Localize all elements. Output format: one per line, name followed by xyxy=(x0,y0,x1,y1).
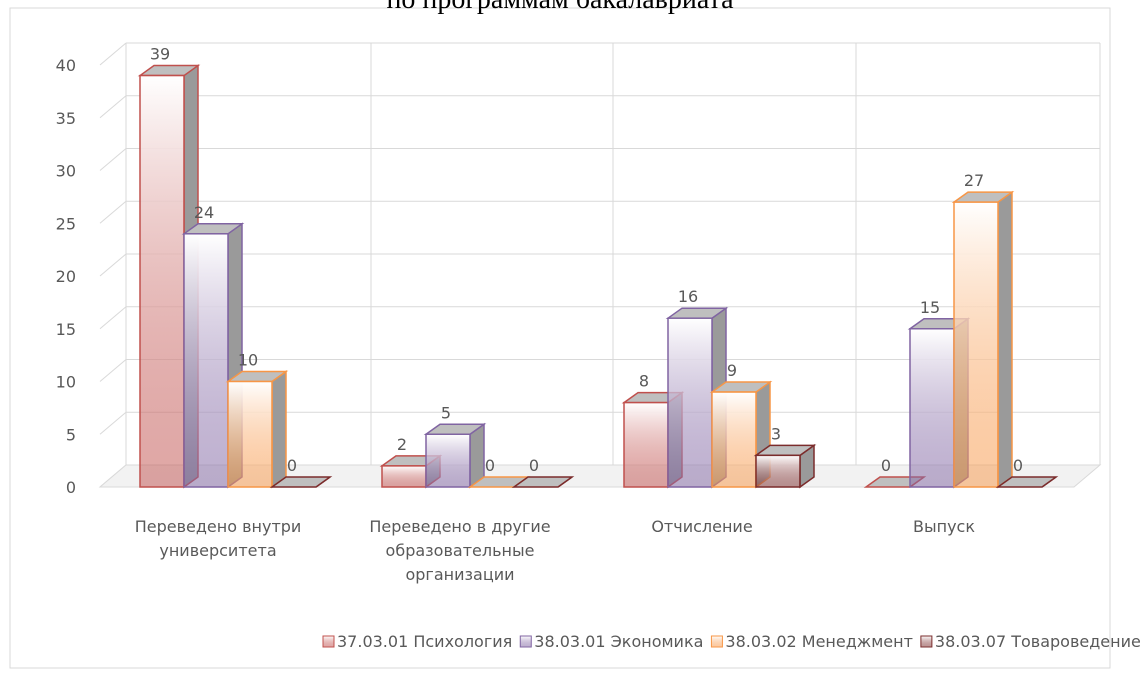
y-tick-label: 25 xyxy=(56,214,76,233)
bar-front xyxy=(425,433,471,488)
bar-front xyxy=(227,380,273,488)
bar-front xyxy=(909,328,955,488)
value-label: 27 xyxy=(964,171,984,190)
grid-line xyxy=(99,148,127,171)
y-tick-label: 0 xyxy=(66,478,76,497)
bar-front xyxy=(623,401,669,488)
legend-label: 38.03.02 Менеджмент xyxy=(725,632,912,651)
value-label: 0 xyxy=(529,456,539,475)
bar-front xyxy=(667,317,713,488)
bar xyxy=(423,422,487,489)
chart-title: по программам бакалавриата xyxy=(386,0,734,15)
bar-side xyxy=(271,370,287,489)
x-tick-label: Переведено внутри университета xyxy=(135,517,302,560)
grid-line xyxy=(99,42,127,66)
value-label: 0 xyxy=(287,456,297,475)
grid-line xyxy=(99,253,127,277)
bar xyxy=(225,370,289,489)
grid-line xyxy=(99,200,127,224)
bar xyxy=(753,443,817,489)
bar-top xyxy=(995,476,1059,488)
y-tick-label: 15 xyxy=(56,320,76,339)
bar-front xyxy=(381,465,427,488)
value-label: 24 xyxy=(194,203,214,222)
y-tick-label: 10 xyxy=(56,373,76,392)
legend-swatch xyxy=(710,635,723,648)
x-tick-label: Отчисление xyxy=(651,517,752,536)
bar xyxy=(511,476,575,488)
bar-top xyxy=(511,476,575,488)
legend-swatch xyxy=(519,635,532,648)
grid-line xyxy=(99,306,127,330)
value-label: 0 xyxy=(1013,456,1023,475)
value-label: 8 xyxy=(639,372,649,391)
value-label: 10 xyxy=(238,351,258,370)
legend-label: 38.03.07 Товароведение xyxy=(935,632,1141,651)
bar-front xyxy=(183,233,229,488)
y-tick-label: 35 xyxy=(56,109,76,128)
y-tick-label: 5 xyxy=(66,425,76,444)
grid-line xyxy=(99,359,127,382)
legend-label: 38.03.01 Экономика xyxy=(534,632,703,651)
x-tick-label: Выпуск xyxy=(913,517,975,536)
value-label: 3 xyxy=(771,424,781,443)
legend-swatch xyxy=(322,635,335,648)
value-label: 16 xyxy=(678,287,698,306)
grid-line xyxy=(99,95,127,119)
value-label: 0 xyxy=(485,456,495,475)
bar-side xyxy=(997,190,1013,489)
bar xyxy=(995,476,1059,488)
bar-front xyxy=(755,454,801,488)
bar-top xyxy=(269,476,333,488)
x-tick-label: Переведено в другие образовательные органи… xyxy=(369,517,550,584)
bar-front xyxy=(711,391,757,488)
value-label: 5 xyxy=(441,403,451,422)
bar xyxy=(269,476,333,488)
grid-line xyxy=(99,411,127,435)
legend-swatch xyxy=(920,635,933,648)
y-tick-label: 40 xyxy=(56,56,76,75)
bar xyxy=(951,190,1015,489)
bar-front xyxy=(139,74,185,488)
bar-front xyxy=(953,201,999,488)
legend-label: 37.03.01 Психология xyxy=(337,632,512,651)
value-label: 39 xyxy=(150,45,170,64)
value-label: 15 xyxy=(920,298,940,317)
value-label: 9 xyxy=(727,361,737,380)
value-label: 2 xyxy=(397,435,407,454)
y-tick-label: 20 xyxy=(56,267,76,286)
y-tick-label: 30 xyxy=(56,162,76,181)
value-label: 0 xyxy=(881,456,891,475)
